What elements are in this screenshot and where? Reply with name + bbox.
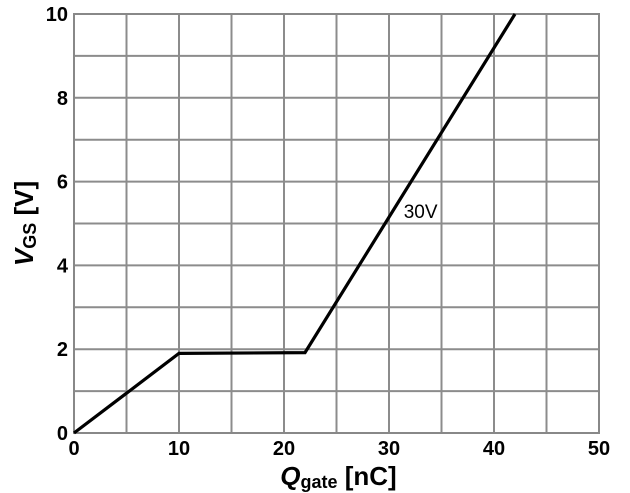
x-tick-label: 50: [588, 438, 610, 460]
series-line-30v: [73, 13, 517, 435]
x-tick-label: 0: [68, 438, 79, 460]
x-axis-subscript: gate: [301, 472, 338, 492]
y-axis-subscript: GS: [20, 223, 40, 249]
y-axis-title: VGS [V]: [9, 181, 40, 266]
series-layer: [73, 13, 517, 435]
y-axis-unit: [V]: [9, 181, 39, 223]
x-tick-label: 10: [168, 438, 190, 460]
series-annotation-30v: 30V: [404, 202, 438, 223]
y-tick-label: 6: [57, 172, 68, 194]
plot-frame: [73, 13, 600, 434]
x-axis-symbol: Q: [280, 461, 300, 491]
y-tick-label: 0: [57, 423, 68, 445]
grid-lines: [73, 13, 600, 434]
tick-labels: 0 10 20 30 40 50 0 2 4 6 8 10: [46, 4, 610, 460]
x-axis-unit: [nC]: [338, 461, 397, 491]
x-tick-label: 40: [483, 438, 505, 460]
x-tick-label: 20: [273, 438, 295, 460]
y-tick-label: 8: [57, 88, 68, 110]
x-axis-title: Qgate [nC]: [280, 461, 396, 492]
y-axis-symbol: V: [9, 246, 39, 266]
y-tick-label: 4: [57, 255, 69, 277]
x-tick-label: 30: [378, 438, 400, 460]
y-tick-label: 2: [57, 339, 68, 361]
y-tick-label: 10: [46, 4, 68, 26]
